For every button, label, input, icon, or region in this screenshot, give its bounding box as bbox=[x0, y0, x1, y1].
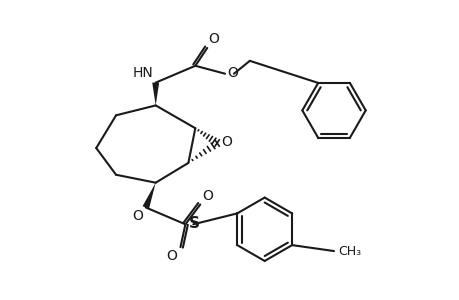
Text: O: O bbox=[227, 66, 237, 80]
Text: S: S bbox=[188, 216, 199, 231]
Text: O: O bbox=[208, 32, 218, 46]
Polygon shape bbox=[152, 82, 159, 105]
Text: O: O bbox=[132, 209, 142, 224]
Text: HN: HN bbox=[133, 66, 153, 80]
Polygon shape bbox=[142, 183, 155, 209]
Text: CH₃: CH₃ bbox=[337, 244, 360, 258]
Text: O: O bbox=[202, 190, 213, 203]
Text: O: O bbox=[221, 135, 231, 149]
Text: O: O bbox=[166, 249, 177, 263]
